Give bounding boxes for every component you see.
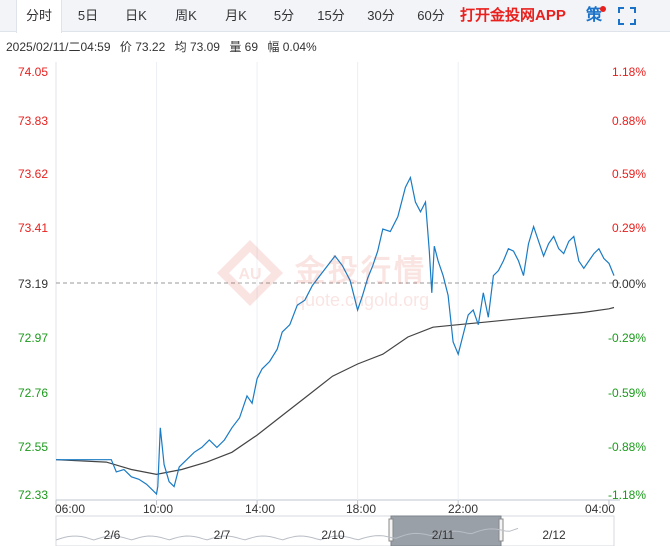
y-tick-label: 72.33 xyxy=(18,488,49,502)
x-tick-label: 06:00 xyxy=(54,502,86,516)
x-tick-label: 22:00 xyxy=(447,502,479,516)
watermark-text: 金投行情 xyxy=(295,255,427,288)
x-tick-label: 10:00 xyxy=(142,502,174,516)
y-tick-label: 73.19 xyxy=(18,277,49,291)
navigator-track[interactable] xyxy=(55,515,615,546)
info-change: 幅 0.04% xyxy=(267,40,317,54)
y-tick-label: 73.41 xyxy=(18,221,49,235)
pct-tick-label: -0.88% xyxy=(607,440,646,454)
navigator-date-label: 2/6 xyxy=(103,528,121,542)
tab-intraday[interactable]: 分时 xyxy=(16,0,62,33)
watermark: AU 金投行情 quote.cngold.org xyxy=(215,238,475,318)
pct-tick-label: 0.29% xyxy=(611,221,646,235)
navigator-trace xyxy=(55,527,519,541)
tab-5day[interactable]: 5日 xyxy=(77,8,99,23)
pct-tick-label: 0.00% xyxy=(611,277,646,291)
strategy-button[interactable]: 策 xyxy=(586,0,607,32)
price-line xyxy=(56,175,615,496)
info-datetime: 2025/02/11/二04:59 xyxy=(6,40,111,54)
y-tick-label: 73.62 xyxy=(18,167,49,181)
watermark-url: quote.cngold.org xyxy=(295,290,430,310)
watermark-logo-icon: AU xyxy=(217,240,283,306)
info-price: 价 73.22 xyxy=(119,40,166,54)
navigator-date-label: 2/7 xyxy=(213,528,231,542)
navigator-date-label: 2/12 xyxy=(542,528,566,542)
y-tick-label: 73.83 xyxy=(18,114,49,128)
info-average: 均 73.09 xyxy=(174,40,220,54)
y-tick-label: 72.76 xyxy=(18,386,49,400)
quote-info-line: 2025/02/11/二04:59 价 73.22 均 73.09 量 69 幅… xyxy=(6,38,323,55)
tab-daily-k[interactable]: 日K xyxy=(125,8,147,23)
chart-period-tabbar: 分时 5日 日K 周K 月K 5分 15分 30分 60分 打开金投网APP 策 xyxy=(0,0,670,33)
notification-dot xyxy=(600,6,607,12)
info-volume: 量 69 xyxy=(229,40,259,54)
svg-text:AU: AU xyxy=(238,266,261,283)
pct-tick-label: 0.59% xyxy=(611,167,646,181)
tab-weekly-k[interactable]: 周K xyxy=(175,8,197,23)
y-tick-label: 74.05 xyxy=(18,65,49,79)
tab-60min[interactable]: 60分 xyxy=(417,8,445,23)
x-tick-label: 04:00 xyxy=(584,502,616,516)
pct-tick-label: -0.29% xyxy=(607,331,646,345)
pct-tick-label: -1.18% xyxy=(607,488,646,502)
y-tick-label: 72.97 xyxy=(18,331,49,345)
tab-5min[interactable]: 5分 xyxy=(273,8,295,23)
strategy-label: 策 xyxy=(586,7,603,24)
pct-tick-label: 1.18% xyxy=(611,65,646,79)
x-tick-label: 18:00 xyxy=(345,502,377,516)
tab-30min[interactable]: 30分 xyxy=(367,8,395,23)
average-price-line xyxy=(55,306,615,476)
tab-15min[interactable]: 15分 xyxy=(317,8,345,23)
navigator-date-label: 2/10 xyxy=(321,528,345,542)
navigator-left-handle[interactable] xyxy=(388,518,394,542)
fullscreen-icon[interactable] xyxy=(618,7,636,25)
pct-tick-label: 0.88% xyxy=(611,114,646,128)
tab-monthly-k[interactable]: 月K xyxy=(225,8,247,23)
y-tick-label: 72.55 xyxy=(18,440,49,454)
navigator-date-label: 2/11 xyxy=(431,528,455,542)
open-app-link[interactable]: 打开金投网APP xyxy=(460,7,566,24)
pct-tick-label: -0.59% xyxy=(607,386,646,400)
navigator-window[interactable] xyxy=(390,515,502,546)
x-tick-label: 14:00 xyxy=(244,502,276,516)
